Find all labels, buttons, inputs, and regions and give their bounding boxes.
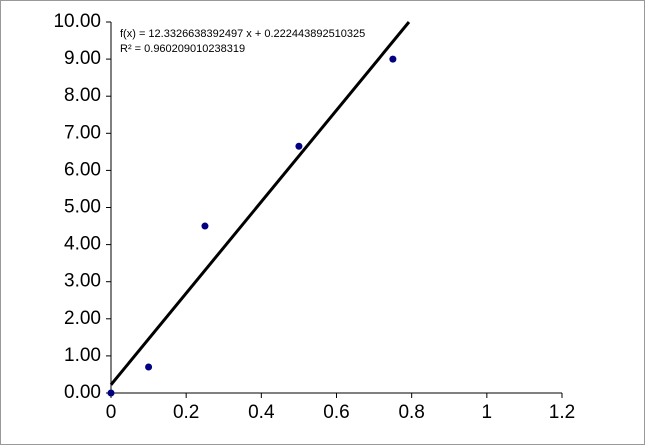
data-point — [107, 389, 115, 397]
trendline-equation: f(x) = 12.3326638392497 x + 0.2224438925… — [120, 28, 365, 40]
y-tick-label: 1.00 — [64, 345, 101, 366]
y-tick-label: 4.00 — [64, 234, 101, 255]
y-tick-label: 0.00 — [64, 382, 101, 403]
y-tick-label: 2.00 — [64, 308, 101, 329]
y-tick-label: 9.00 — [64, 48, 101, 69]
y-tick-label: 5.00 — [64, 197, 101, 218]
y-tick-label: 10.00 — [53, 11, 101, 32]
data-point — [145, 363, 153, 371]
y-tick-label: 8.00 — [64, 85, 101, 106]
x-tick-label: 0.4 — [248, 402, 275, 423]
data-point — [295, 142, 303, 150]
y-tick-label: 3.00 — [64, 271, 101, 292]
y-tick-label: 6.00 — [64, 159, 101, 180]
x-tick-label: 0.6 — [323, 402, 349, 423]
x-tick-label: 0.2 — [173, 402, 199, 423]
y-tick-label: 7.00 — [64, 122, 101, 143]
trendline-r-squared: R² = 0.960209010238319 — [120, 43, 245, 55]
data-point — [389, 55, 397, 63]
trendline — [109, 21, 411, 386]
x-tick-label: 1.2 — [549, 402, 575, 423]
x-tick-label: 0 — [106, 402, 117, 423]
x-tick-label: 1 — [482, 402, 493, 423]
x-tick-label: 0.8 — [398, 402, 424, 423]
data-point — [201, 222, 209, 230]
